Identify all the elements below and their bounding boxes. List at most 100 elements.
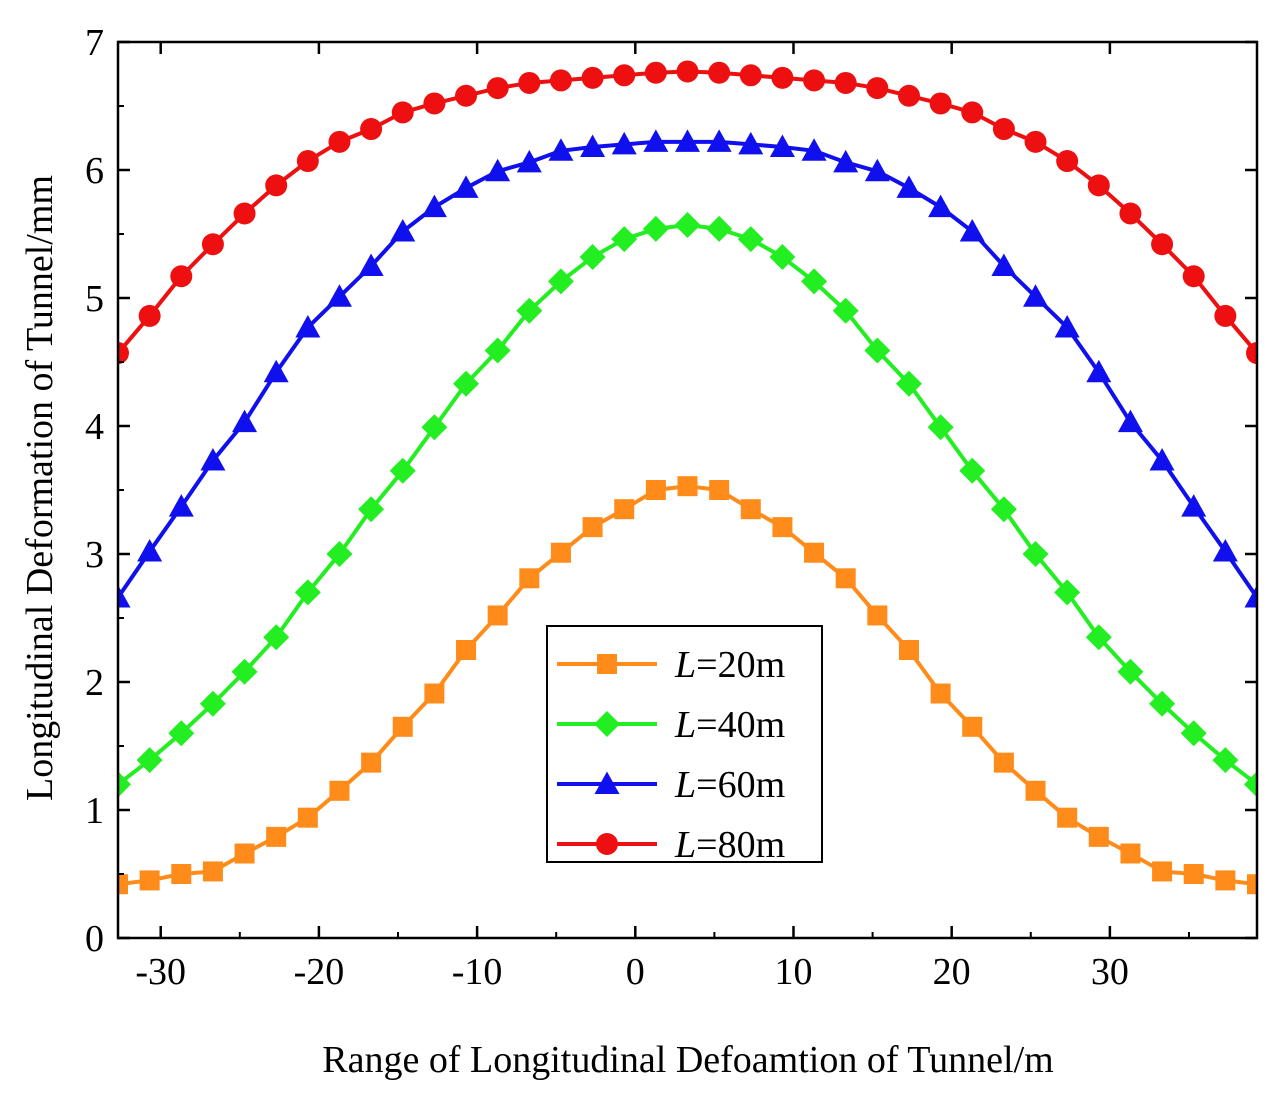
y-tick-label: 5 xyxy=(85,278,104,320)
data-point xyxy=(642,215,669,242)
data-point xyxy=(991,253,1017,276)
series-L=60m xyxy=(118,129,1257,608)
data-point xyxy=(1085,624,1112,651)
data-point xyxy=(962,716,983,737)
data-point xyxy=(168,494,194,517)
y-axis: 0 1 2 3 4 5 6 7 xyxy=(85,22,1257,960)
data-point xyxy=(1246,342,1257,365)
data-point xyxy=(360,118,383,141)
x-tick-label: 20 xyxy=(933,951,971,993)
data-point xyxy=(1183,864,1204,884)
legend-label: L=60m xyxy=(674,764,785,806)
data-point xyxy=(832,297,859,324)
data-point xyxy=(519,568,540,589)
data-point xyxy=(1119,202,1142,225)
data-point xyxy=(421,414,448,441)
data-point xyxy=(200,448,226,471)
data-point xyxy=(611,226,638,253)
data-point xyxy=(168,720,195,747)
data-point xyxy=(358,496,385,523)
data-point xyxy=(739,64,762,87)
data-point xyxy=(928,194,954,218)
data-point xyxy=(455,84,478,107)
data-point xyxy=(738,131,764,155)
data-point xyxy=(170,265,193,288)
y-tick-label: 2 xyxy=(85,662,104,704)
data-point xyxy=(803,69,826,92)
data-point xyxy=(485,158,511,182)
data-point xyxy=(486,77,509,100)
x-axis: -30 -20 -10 0 10 20 30 xyxy=(135,42,1190,993)
data-point xyxy=(927,414,954,441)
data-point xyxy=(265,174,288,197)
data-point xyxy=(1244,771,1257,798)
data-point xyxy=(361,752,382,773)
data-point xyxy=(202,861,223,882)
data-point xyxy=(771,66,794,89)
data-point xyxy=(929,92,952,115)
data-point xyxy=(1212,747,1239,774)
data-point xyxy=(1022,541,1049,567)
data-point xyxy=(389,457,416,484)
series-L=20m xyxy=(118,476,1257,895)
data-point xyxy=(136,747,163,774)
data-point xyxy=(294,579,321,606)
data-point xyxy=(1244,585,1257,608)
data-point xyxy=(613,64,636,87)
data-point xyxy=(1212,538,1238,562)
legend-item: L=60m xyxy=(557,764,785,806)
data-point xyxy=(897,84,920,107)
series-line xyxy=(118,139,1257,599)
data-point xyxy=(1247,874,1257,895)
data-point xyxy=(118,585,131,608)
data-point xyxy=(580,134,606,157)
data-point xyxy=(645,480,666,500)
legend-marker xyxy=(597,654,617,674)
legend-label: L=20m xyxy=(674,644,785,686)
data-point xyxy=(456,640,477,660)
data-point xyxy=(959,218,985,242)
data-point xyxy=(118,342,129,365)
data-point xyxy=(266,826,287,847)
legend-marker xyxy=(596,833,618,855)
legend-marker xyxy=(594,771,620,794)
data-point xyxy=(898,640,919,660)
data-point xyxy=(1120,843,1141,864)
x-tick-label: -20 xyxy=(294,951,345,993)
data-point xyxy=(1215,870,1236,891)
data-point xyxy=(1023,284,1049,307)
data-point xyxy=(1117,658,1144,685)
legend-item: L=80m xyxy=(557,824,785,866)
data-point xyxy=(961,101,984,124)
x-tick-label: 0 xyxy=(626,951,645,993)
data-point xyxy=(895,370,922,397)
data-point xyxy=(1149,690,1176,717)
legend-marker xyxy=(594,711,620,737)
data-point xyxy=(326,541,353,567)
data-point xyxy=(516,297,543,324)
data-point xyxy=(424,683,445,704)
data-point xyxy=(1056,150,1079,173)
data-point xyxy=(582,517,603,538)
data-point xyxy=(548,138,574,161)
data-point xyxy=(1149,448,1175,471)
data-point xyxy=(232,409,258,433)
series-L=40m xyxy=(118,212,1257,798)
data-point xyxy=(834,71,857,94)
y-tick-label: 7 xyxy=(85,22,104,64)
data-point xyxy=(263,624,290,651)
legend-label: L=80m xyxy=(674,824,785,866)
data-point xyxy=(233,202,256,225)
data-point xyxy=(1087,174,1110,197)
data-point xyxy=(550,542,571,563)
data-point xyxy=(547,268,574,295)
data-point xyxy=(708,61,731,84)
data-point xyxy=(737,226,764,253)
data-point xyxy=(706,215,733,242)
data-point xyxy=(516,149,542,173)
x-tick-label: -10 xyxy=(452,951,503,993)
data-point xyxy=(993,752,1014,773)
data-point xyxy=(297,807,318,828)
data-point xyxy=(118,771,131,798)
